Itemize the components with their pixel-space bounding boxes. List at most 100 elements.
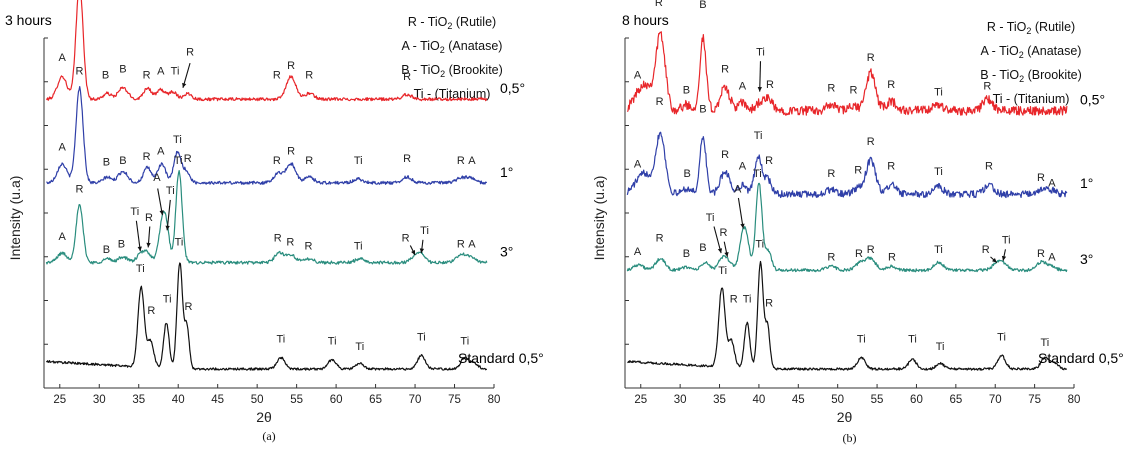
peak-label: R: [765, 155, 773, 167]
peak-label: R: [888, 252, 896, 264]
peak-label: A: [734, 183, 742, 195]
peak-label: Ti: [936, 341, 945, 353]
peak-label: B: [102, 69, 109, 81]
peak-label: Ti: [857, 333, 866, 345]
peak-label: Ti: [1040, 337, 1049, 349]
peak-label: Ti: [460, 335, 469, 347]
peak-label: Ti: [163, 294, 172, 306]
peak-label: Ti: [175, 237, 184, 249]
xrd-series-line: [627, 260, 1068, 371]
peak-label: Ti: [354, 240, 363, 252]
xrd-series-line: [626, 31, 1068, 116]
x-tick-label: 40: [753, 394, 766, 406]
x-tick-label: 60: [330, 394, 343, 406]
legend-entry: Ti - (Titanium): [414, 87, 491, 101]
peak-label: R: [887, 161, 895, 173]
peak-label: Ti: [997, 332, 1006, 344]
peak-label: Ti: [136, 263, 145, 275]
peak-label: Ti: [743, 294, 752, 306]
legend-entry: R - TiO2 (Rutile): [987, 20, 1075, 36]
peak-label: Ti: [706, 212, 715, 224]
peak-label: Ti: [417, 332, 426, 344]
peak-label: R: [403, 71, 411, 83]
xrd-panel-1: 25 30 35 40 45 50 55 60 65 70 75 80 2θ Intensity (u.a…: [5, 0, 544, 443]
peak-label: R: [457, 155, 465, 167]
peak-label: B: [684, 168, 691, 180]
panel-title: 8 hours: [622, 12, 669, 28]
xrd-panel-2: 25 30 35 40 45 50 55 60 65 70 75 80 2θ Intensity (u.a…: [591, 0, 1124, 445]
peak-label: R: [656, 96, 664, 108]
peak-label: R: [186, 47, 194, 59]
peak-label: Ti: [908, 333, 917, 345]
trace-label: Standard 0,5°: [458, 350, 544, 366]
peak-label: A: [468, 238, 476, 250]
peak-label: R: [985, 161, 993, 173]
peak-label: Ti: [166, 185, 175, 197]
peak-label: Ti: [276, 333, 285, 345]
peak-label: A: [157, 66, 165, 78]
peak-arrow-head: [419, 248, 425, 254]
trace-label: 1°: [500, 164, 513, 180]
peak-label: Ti: [1002, 235, 1011, 247]
peak-label: R: [286, 237, 294, 249]
x-tick-label: 45: [211, 394, 224, 406]
peak-label: Ti: [354, 155, 363, 167]
peak-label: A: [634, 246, 642, 258]
peak-label: A: [634, 69, 642, 81]
peak-label: R: [147, 305, 155, 317]
peak-label: R: [730, 294, 738, 306]
x-tick-label: 55: [871, 394, 884, 406]
peak-label: A: [739, 81, 747, 93]
peak-label: B: [118, 238, 125, 250]
trace-label: 0,5°: [500, 80, 525, 96]
x-tick-label: 30: [674, 394, 687, 406]
peak-label: Ti: [934, 244, 943, 256]
peak-label: R: [143, 69, 151, 81]
peak-arrow-head: [182, 82, 187, 88]
x-tick-label: 80: [1068, 394, 1081, 406]
peak-label: Ti: [174, 155, 183, 167]
peak-label: B: [119, 64, 126, 76]
peak-arrow-head: [1001, 255, 1007, 261]
peak-label: R: [273, 69, 281, 81]
y-axis-label: Intensity (u.a): [7, 176, 23, 261]
x-tick-label: 50: [251, 394, 264, 406]
peak-label: R: [721, 149, 729, 161]
peak-label: R: [305, 155, 313, 167]
legend-entry: A - TiO2 (Anatase): [981, 44, 1082, 60]
peak-label: R: [457, 238, 465, 250]
x-tick-label: 65: [369, 394, 382, 406]
xrd-series-line: [45, 0, 488, 102]
panel-caption: (b): [843, 431, 857, 445]
peak-label: A: [153, 172, 161, 184]
peak-label: R: [76, 66, 84, 78]
peak-arrow-head: [757, 87, 762, 92]
peak-label: A: [58, 231, 66, 243]
x-tick-label: 70: [989, 394, 1002, 406]
legend-entry: Ti - (Titanium): [993, 92, 1070, 106]
peak-label: R: [273, 155, 281, 167]
legend-entry: R - TiO2 (Rutile): [408, 15, 496, 31]
peak-label: B: [699, 104, 706, 116]
peak-arrow-head: [717, 248, 723, 254]
peak-label: R: [983, 81, 991, 93]
peak-label: R: [854, 164, 862, 176]
x-axis-label: 2θ: [256, 409, 272, 425]
peak-arrow-head: [724, 252, 729, 257]
peak-label: A: [739, 161, 747, 173]
peak-label: Ti: [130, 206, 139, 218]
peak-label: R: [1037, 172, 1045, 184]
peak-arrow-head: [165, 225, 170, 231]
peak-label: Ti: [718, 265, 727, 277]
peak-label: Ti: [756, 47, 765, 59]
peak-label: A: [468, 155, 476, 167]
peak-label: R: [867, 244, 875, 256]
peak-arrow-head: [411, 250, 416, 255]
x-tick-label: 60: [910, 394, 923, 406]
peak-label: R: [827, 252, 835, 264]
peak-label: R: [274, 233, 282, 245]
peak-label: B: [119, 155, 126, 167]
peak-label: R: [145, 212, 153, 224]
peak-label: R: [867, 136, 875, 148]
